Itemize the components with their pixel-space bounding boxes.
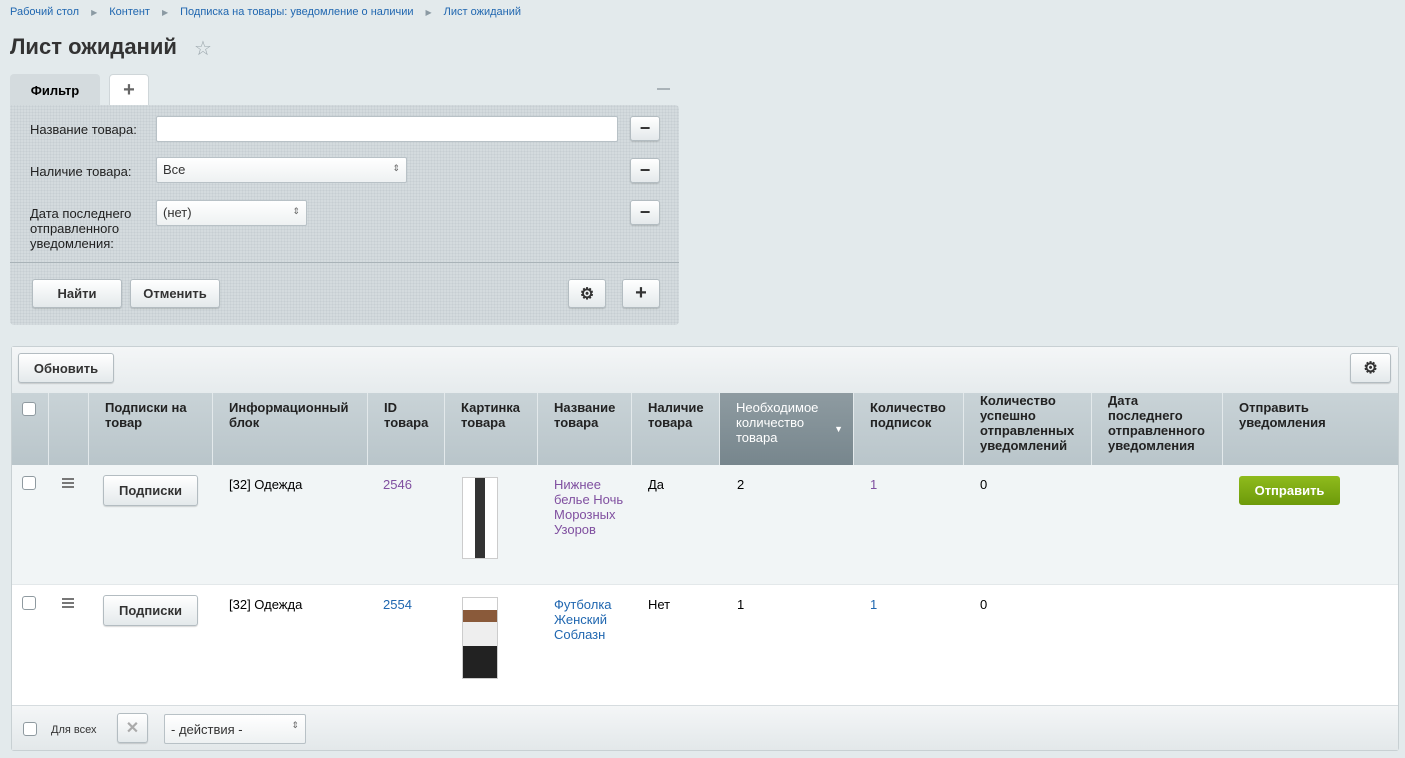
hamburger-menu-icon[interactable] bbox=[62, 478, 74, 488]
quantity-cell: 2 bbox=[737, 477, 745, 492]
product-id-link[interactable]: 2554 bbox=[383, 597, 412, 612]
header-picture[interactable]: Картинка товара bbox=[445, 393, 538, 465]
minimize-icon[interactable] bbox=[657, 88, 670, 90]
actions-select[interactable]: - действия - bbox=[164, 714, 306, 744]
sent-count-cell: 0 bbox=[980, 597, 988, 612]
row-checkbox[interactable] bbox=[22, 596, 36, 610]
availability-cell: Да bbox=[648, 477, 665, 492]
product-name-input[interactable] bbox=[156, 116, 618, 142]
header-subscriptions[interactable]: Подписки на товар bbox=[89, 393, 213, 465]
header-quantity-label: Необходимое количество товара bbox=[736, 400, 819, 445]
header-subscriptions-count[interactable]: Количество подписок bbox=[854, 393, 964, 465]
quantity-cell: 1 bbox=[737, 597, 745, 612]
hamburger-menu-icon[interactable] bbox=[62, 598, 74, 608]
field-label-date: Дата последнего отправленного уведомлени… bbox=[30, 206, 132, 251]
header-availability[interactable]: Наличие товара bbox=[632, 393, 720, 465]
header-name[interactable]: Название товара bbox=[538, 393, 632, 465]
breadcrumb: Рабочий стол ▶ Контент ▶ Подписка на товар… bbox=[10, 6, 521, 18]
remove-field-minus-icon[interactable]: − bbox=[630, 200, 660, 225]
refresh-button[interactable]: Обновить bbox=[18, 353, 114, 383]
header-last-date[interactable]: Дата последнего отправленного уведомлени… bbox=[1092, 393, 1223, 465]
sort-desc-icon: ▼ bbox=[834, 424, 843, 434]
subscriptions-count-link[interactable]: 1 bbox=[870, 597, 878, 612]
row-checkbox[interactable] bbox=[22, 476, 36, 490]
field-label-name: Название товара: bbox=[30, 122, 137, 137]
tab-filter[interactable]: Фильтр bbox=[10, 74, 100, 106]
header-actions bbox=[49, 393, 89, 465]
header-checkbox-cell bbox=[12, 393, 49, 465]
page-title: Лист ожиданий bbox=[10, 34, 177, 59]
star-icon[interactable]: ☆ bbox=[194, 38, 212, 60]
iblock-cell: [32] Одежда bbox=[229, 597, 303, 612]
header-iblock[interactable]: Информационный блок bbox=[213, 393, 368, 465]
header-send[interactable]: Отправить уведомления bbox=[1223, 393, 1398, 465]
remove-field-minus-icon[interactable]: − bbox=[630, 116, 660, 141]
for-all-checkbox[interactable] bbox=[23, 722, 37, 736]
header-sent-count[interactable]: Количество успешно отправленных уведомле… bbox=[964, 393, 1092, 465]
cancel-button[interactable]: Отменить bbox=[130, 279, 220, 308]
product-name-link[interactable]: Футболка Женский Соблазн bbox=[554, 597, 612, 642]
find-button[interactable]: Найти bbox=[32, 279, 122, 308]
date-select[interactable]: (нет) bbox=[156, 200, 307, 226]
add-tab-plus-icon[interactable]: + bbox=[109, 74, 149, 106]
breadcrumb-desktop[interactable]: Рабочий стол bbox=[10, 6, 80, 18]
grid-toolbar bbox=[12, 347, 1398, 393]
remove-field-minus-icon[interactable]: − bbox=[630, 158, 660, 183]
breadcrumb-subscription[interactable]: Подписка на товары: уведомление о наличи… bbox=[180, 6, 414, 18]
gear-icon[interactable]: ⚙ bbox=[568, 279, 606, 308]
iblock-cell: [32] Одежда bbox=[229, 477, 303, 492]
header-id[interactable]: ID товара bbox=[368, 393, 445, 465]
subscriptions-button[interactable]: Подписки bbox=[103, 475, 198, 506]
chevron-right-icon: ▶ bbox=[161, 7, 169, 17]
for-all-label: Для всех bbox=[51, 724, 97, 736]
breadcrumb-current[interactable]: Лист ожиданий bbox=[443, 6, 521, 18]
product-image[interactable] bbox=[462, 477, 498, 559]
chevron-right-icon: ▶ bbox=[425, 7, 432, 17]
divider bbox=[10, 262, 679, 263]
select-all-checkbox[interactable] bbox=[22, 402, 36, 416]
header-quantity[interactable]: Необходимое количество товара ▼ bbox=[720, 393, 854, 465]
grid-settings-gear-icon[interactable]: ⚙ bbox=[1350, 353, 1391, 383]
sent-count-cell: 0 bbox=[980, 477, 988, 492]
send-button[interactable]: Отправить bbox=[1239, 476, 1340, 505]
subscriptions-button[interactable]: Подписки bbox=[103, 595, 198, 626]
product-image[interactable] bbox=[462, 597, 498, 679]
add-field-plus-icon[interactable]: + bbox=[622, 279, 660, 308]
chevron-right-icon: ▶ bbox=[91, 7, 98, 17]
availability-cell: Нет bbox=[648, 597, 671, 612]
product-id-link[interactable]: 2546 bbox=[383, 477, 412, 492]
availability-select[interactable]: Все bbox=[156, 157, 407, 183]
field-label-availability: Наличие товара: bbox=[30, 164, 132, 179]
product-name-link[interactable]: Нижнее белье Ночь Морозных Узоров bbox=[554, 477, 624, 537]
breadcrumb-content[interactable]: Контент bbox=[109, 6, 150, 18]
delete-x-icon[interactable]: ✕ bbox=[117, 713, 148, 743]
table-row bbox=[12, 465, 1398, 585]
subscriptions-count-link[interactable]: 1 bbox=[870, 477, 878, 492]
